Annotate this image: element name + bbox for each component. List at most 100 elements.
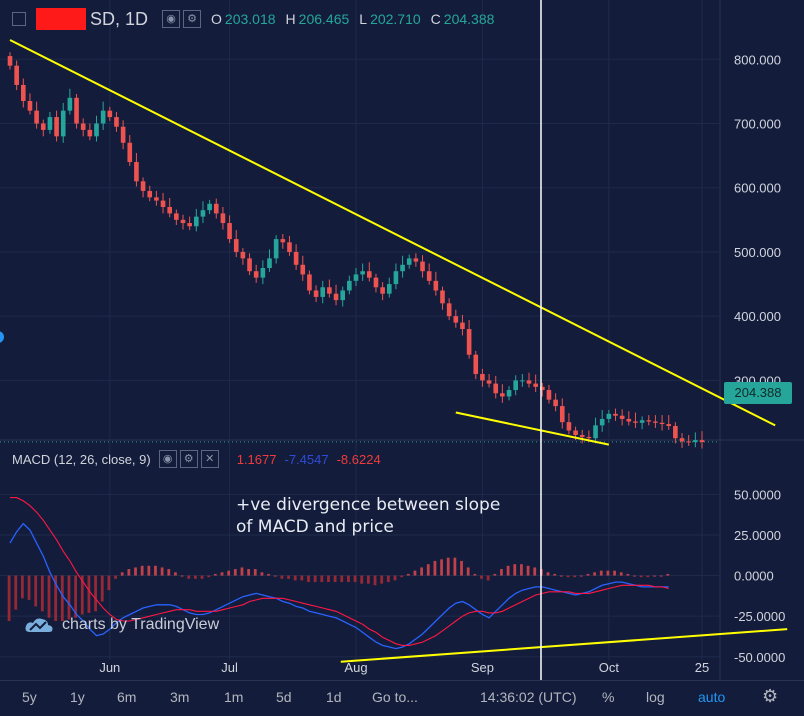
candle-body [114,117,119,127]
log-toggle[interactable]: log [646,689,665,705]
histogram-bar [287,575,290,579]
candle-body [540,386,545,391]
histogram-bar [14,575,18,610]
histogram-bar [520,564,523,576]
candle-body [240,251,246,259]
price-tick-label: 800.000 [734,52,781,67]
macd-tick-label: -50.0000 [734,650,785,665]
histogram-bar [167,569,171,576]
candle-body [686,441,691,443]
gear-icon[interactable]: ⚙ [179,450,198,468]
price-trendline[interactable] [9,39,776,427]
candle-body [94,123,99,137]
candle-body [154,197,159,201]
candle-body [327,287,332,294]
histogram-bar [300,575,304,581]
histogram-bar [413,570,417,576]
histogram-bar [340,575,344,583]
range-1d[interactable]: 1d [326,689,342,705]
candle-body [386,284,392,294]
histogram-bar [466,567,470,576]
histogram-bar [473,573,477,576]
candle-body [553,399,558,407]
range-6m[interactable]: 6m [117,689,137,705]
histogram-bar [220,572,224,576]
ohlc-label-c: C [430,11,441,27]
price-trendline[interactable] [455,411,610,446]
histogram-bar [60,575,64,622]
histogram-bar [606,570,610,576]
candle-body [180,219,186,224]
histogram-bar [187,575,191,579]
time-tick-label: Aug [344,660,367,675]
close-icon[interactable]: ✕ [200,450,219,468]
candle-body [639,420,645,423]
candle-body [579,435,585,437]
histogram-bar [373,575,377,586]
candle-body [626,418,632,422]
candle-body [167,206,172,214]
candle-body [47,117,53,130]
histogram-bar [260,572,264,576]
time-tick-label: Jun [99,660,120,675]
range-1y[interactable]: 1y [70,689,85,705]
candle-body [559,406,565,423]
eye-icon[interactable]: ◉ [158,450,177,468]
price-tick-label: 700.000 [734,116,781,131]
histogram-bar [200,575,204,579]
histogram-bar [207,575,211,578]
candle-body [673,426,678,439]
macd-trendline[interactable] [340,628,788,663]
candle-body [520,380,525,382]
candle-body [174,213,179,220]
candle-body [593,425,598,439]
histogram-bar [7,575,11,622]
histogram-bar [599,570,603,576]
candle-body [513,380,518,391]
range-1m[interactable]: 1m [224,689,244,705]
percent-toggle[interactable]: % [602,689,615,705]
histogram-bar [360,575,364,584]
collapse-icon[interactable] [12,12,26,26]
candle-body [573,430,578,435]
histogram-bar [253,569,257,576]
ohlc-readout: O 203.018 H 206.465 L 202.710 C 204.388 [201,11,494,27]
candle-body [486,380,492,384]
histogram-bar [500,569,503,576]
candle-body [7,56,13,66]
range-3m[interactable]: 3m [170,689,190,705]
candle-body [586,436,592,439]
range-5y[interactable]: 5y [22,689,37,705]
clock-readout: 14:36:02 (UTC) [480,689,577,705]
ohlc-value-o: 203.018 [224,11,276,27]
candle-body [433,280,439,291]
histogram-bar [267,573,270,576]
candle-body [194,216,199,227]
histogram-bar [553,573,557,576]
candle-body [367,271,372,278]
ohlc-value-h: 206.465 [298,11,350,27]
candle-body [200,210,206,217]
histogram-bar [666,573,670,576]
annotation-line-2: of MACD and price [236,517,394,537]
gear-icon[interactable]: ⚙ [183,10,202,28]
candle-body [666,424,672,427]
candle-body [34,110,39,124]
goto-button[interactable]: Go to... [372,689,418,705]
range-5d[interactable]: 5d [276,689,292,705]
histogram-bar [566,575,570,578]
histogram-bar [54,575,58,622]
histogram-bar [120,572,124,576]
candle-body [21,84,26,102]
histogram-bar [327,575,330,583]
eye-icon[interactable]: ◉ [162,10,181,28]
candle-body [373,277,379,288]
macd-value-1: -7.4547 [284,451,329,467]
pane-handle[interactable] [0,331,4,343]
auto-toggle[interactable]: auto [698,689,726,705]
gear-icon[interactable]: ⚙ [762,686,779,706]
candle-body [100,110,106,124]
tradingview-watermark[interactable]: charts by TradingView [24,616,219,634]
symbol-title: SD, 1D [90,8,149,29]
